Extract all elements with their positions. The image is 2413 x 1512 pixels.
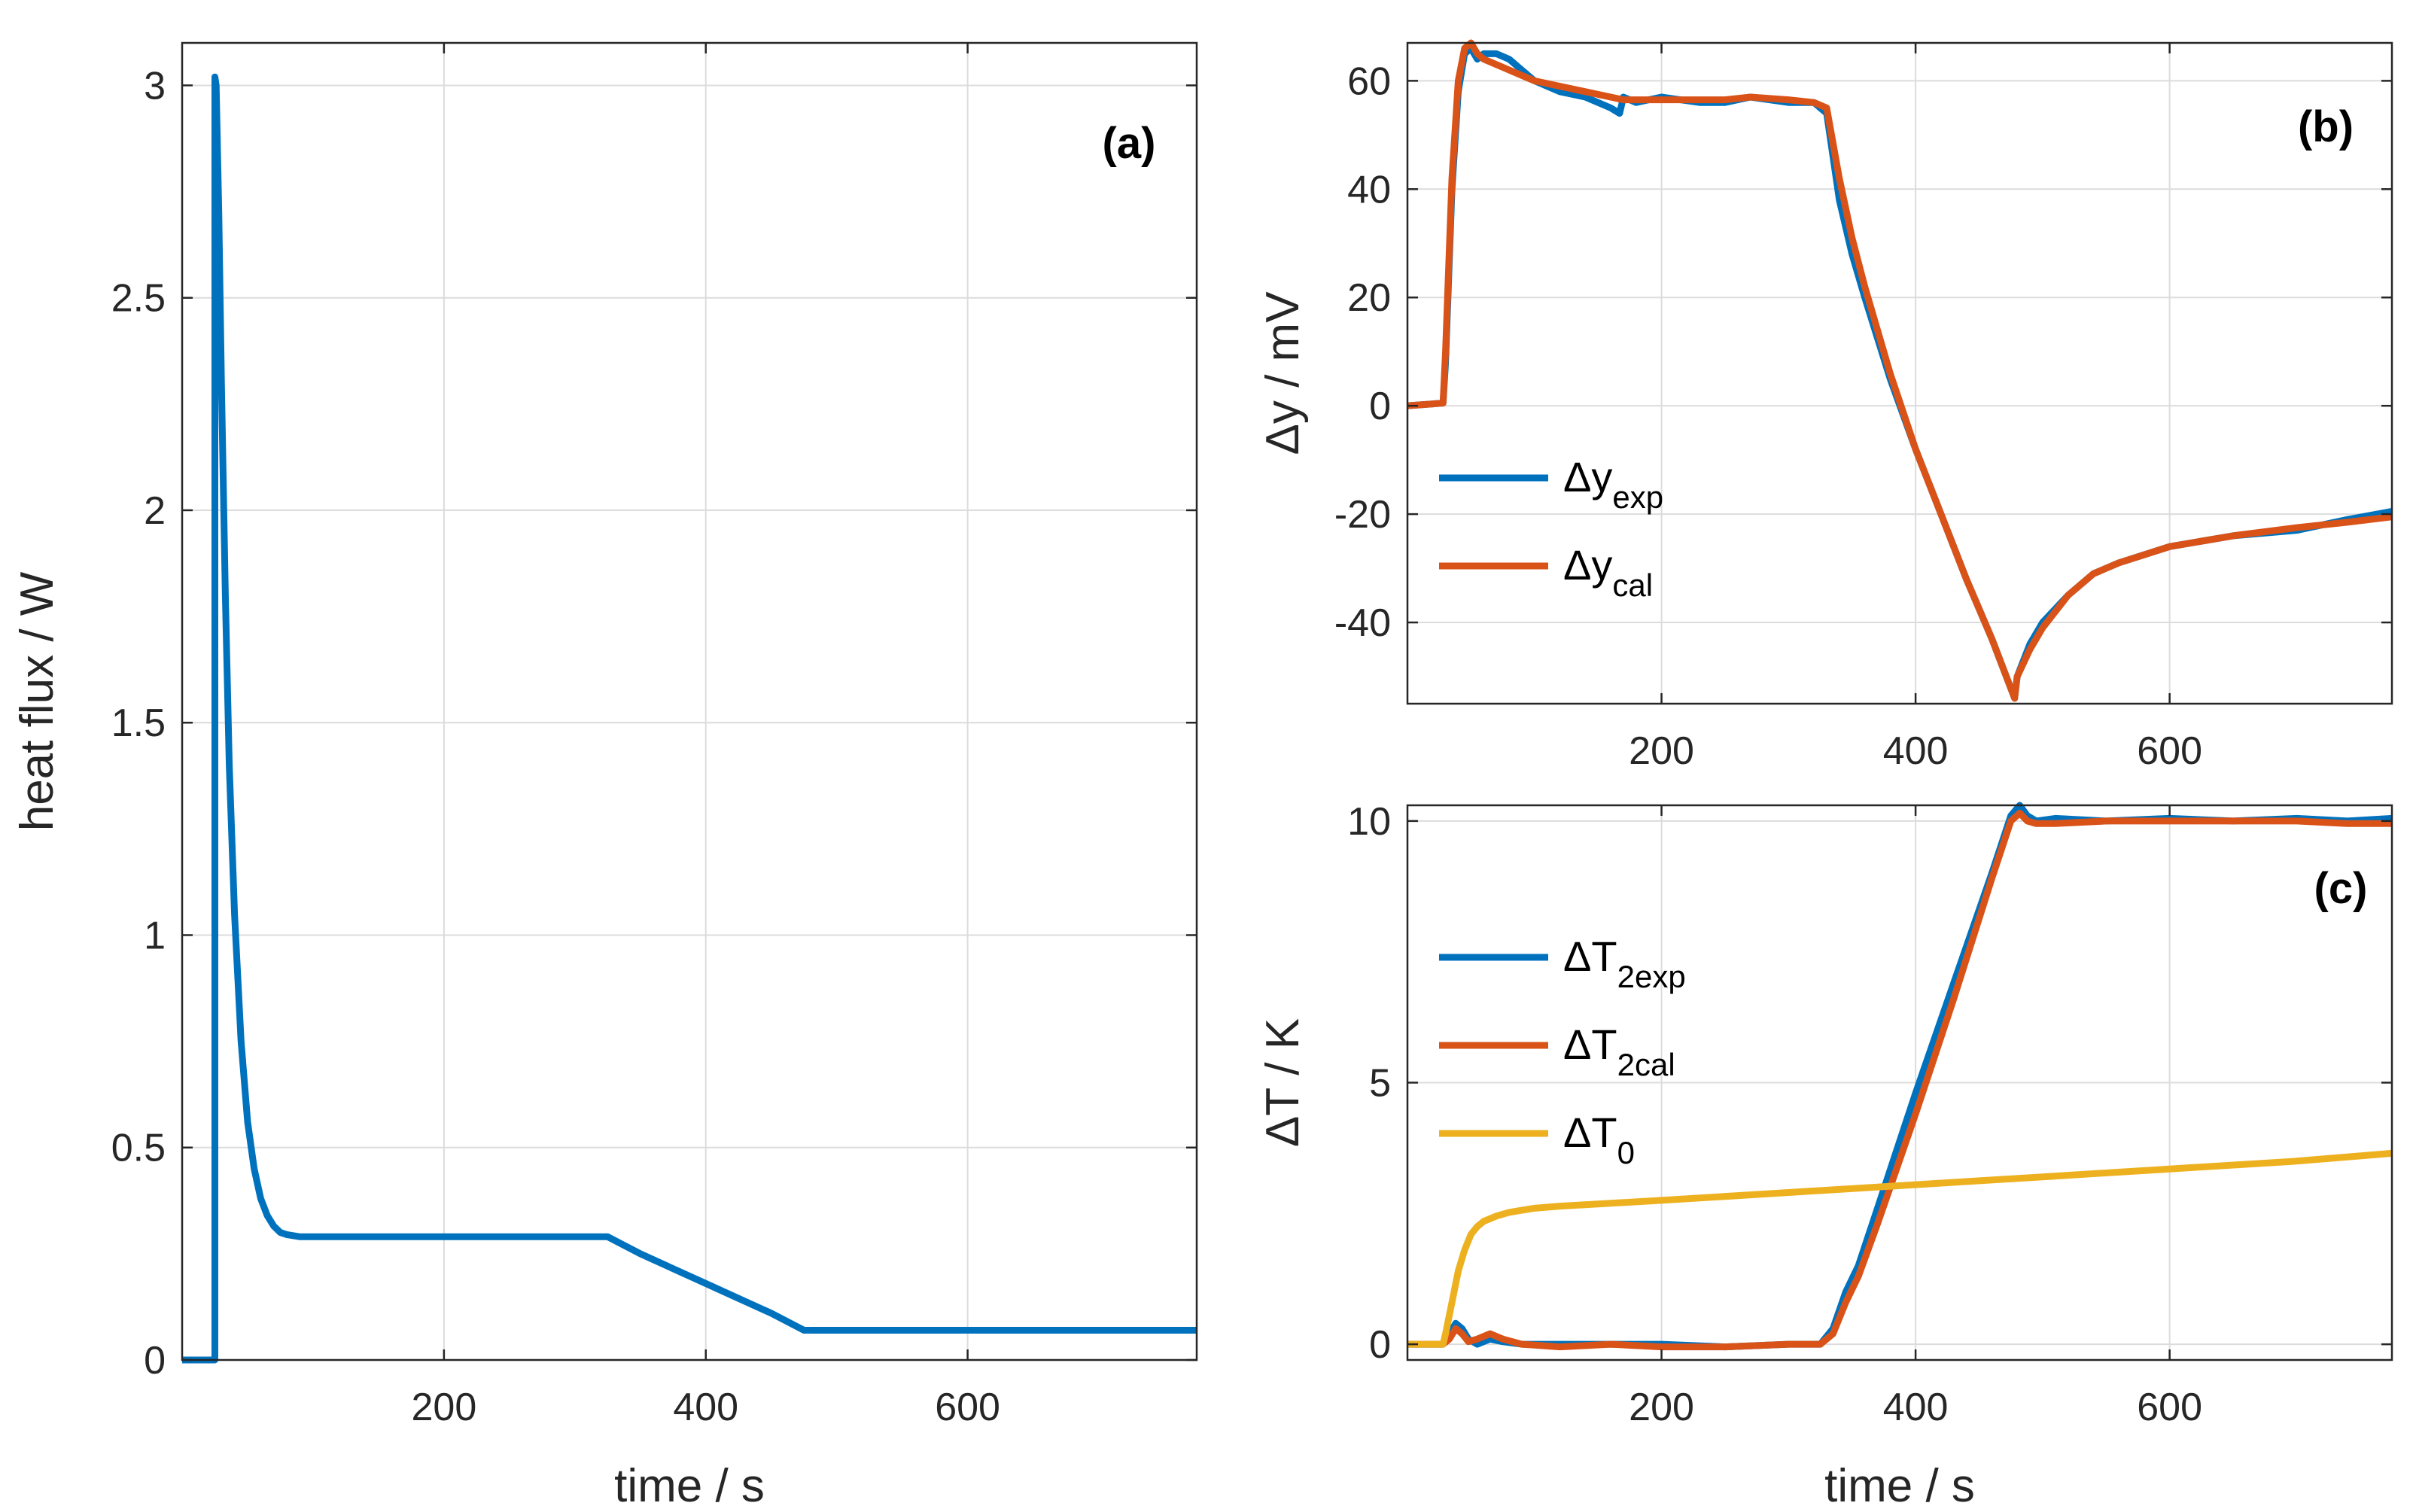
panel-label: (c) bbox=[2314, 864, 2368, 913]
axes-frame bbox=[1406, 41, 2393, 705]
legend-label-subscript: cal bbox=[1612, 567, 1653, 603]
y-tick-label: 2 bbox=[144, 489, 166, 533]
x-tick-label: 600 bbox=[935, 1386, 1000, 1429]
panel-a-heat-flux: 200 400 600 0 0.5 1 1.5 2 2.5 3 time / s heat flux … bbox=[11, 41, 1198, 1512]
y-tick-label: 2.5 bbox=[111, 277, 166, 321]
x-axis-label: time / s bbox=[1824, 1460, 1975, 1512]
y-tick-label: -20 bbox=[1334, 493, 1391, 537]
legend-label-subscript: 2exp bbox=[1617, 959, 1686, 994]
y-axis-label: Δy / mV bbox=[1257, 291, 1309, 455]
x-tick-label: 400 bbox=[673, 1386, 738, 1429]
y-tick-label: 10 bbox=[1347, 800, 1391, 844]
axes-frame bbox=[181, 41, 1198, 1361]
x-tick-label: 200 bbox=[1629, 729, 1694, 773]
legend-label-base: ΔT bbox=[1563, 1021, 1617, 1068]
legend-label: Δyexp bbox=[1563, 453, 1663, 515]
legend-label: ΔT0 bbox=[1563, 1109, 1635, 1170]
legend-label-base: ΔT bbox=[1563, 932, 1617, 980]
x-tick-label: 200 bbox=[1629, 1386, 1694, 1429]
legend-label-base: ΔT bbox=[1563, 1109, 1617, 1156]
x-tick-label: 600 bbox=[2137, 1386, 2202, 1429]
legend-label: ΔT2exp bbox=[1563, 932, 1686, 994]
legend-label-base: Δy bbox=[1563, 453, 1612, 500]
series-line-heat-flux bbox=[182, 73, 1197, 1364]
y-tick-label: 20 bbox=[1347, 276, 1391, 320]
panel-label: (a) bbox=[1103, 119, 1156, 168]
legend-label-subscript: 0 bbox=[1617, 1135, 1635, 1170]
y-tick-label: 40 bbox=[1347, 168, 1391, 211]
series-line--t-2cal bbox=[1407, 809, 2392, 1351]
x-tick-label: 200 bbox=[411, 1386, 476, 1429]
y-tick-label: 60 bbox=[1347, 59, 1391, 103]
panel-label: (b) bbox=[2298, 102, 2354, 151]
series-line--t-0 bbox=[1407, 1149, 2392, 1348]
y-axis-label: heat flux / W bbox=[11, 571, 63, 831]
y-tick-label: 0 bbox=[1369, 1323, 1391, 1367]
y-axis-label: ΔT / K bbox=[1257, 1018, 1309, 1147]
legend-label-subscript: exp bbox=[1612, 479, 1663, 515]
legend-label: Δycal bbox=[1563, 541, 1653, 603]
legend-label-subscript: 2cal bbox=[1617, 1047, 1675, 1082]
y-tick-label: 3 bbox=[144, 64, 166, 108]
y-tick-label: 1 bbox=[144, 914, 166, 957]
series-line--y-cal bbox=[1407, 39, 2392, 702]
legend-label-base: Δy bbox=[1563, 541, 1612, 589]
x-axis-label: time / s bbox=[614, 1460, 765, 1512]
y-tick-label: -40 bbox=[1334, 601, 1391, 645]
legend-label: ΔT2cal bbox=[1563, 1021, 1675, 1082]
y-tick-label: 0.5 bbox=[111, 1127, 166, 1170]
y-tick-label: 5 bbox=[1369, 1062, 1391, 1106]
x-tick-label: 400 bbox=[1883, 1386, 1949, 1429]
x-tick-label: 600 bbox=[2137, 729, 2202, 773]
y-tick-label: 1.5 bbox=[111, 701, 166, 745]
y-tick-label: 0 bbox=[1369, 385, 1391, 428]
y-tick-label: 0 bbox=[144, 1339, 166, 1383]
x-tick-label: 400 bbox=[1883, 729, 1949, 773]
